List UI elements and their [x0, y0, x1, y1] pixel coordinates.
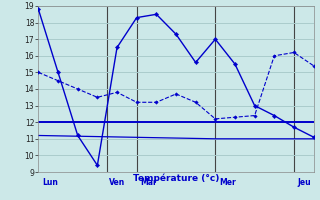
Text: Jeu: Jeu [298, 178, 311, 187]
X-axis label: Température (°c): Température (°c) [133, 173, 219, 183]
Text: Mar: Mar [140, 178, 157, 187]
Text: Mer: Mer [219, 178, 236, 187]
Text: Ven: Ven [109, 178, 125, 187]
Text: Lun: Lun [42, 178, 58, 187]
